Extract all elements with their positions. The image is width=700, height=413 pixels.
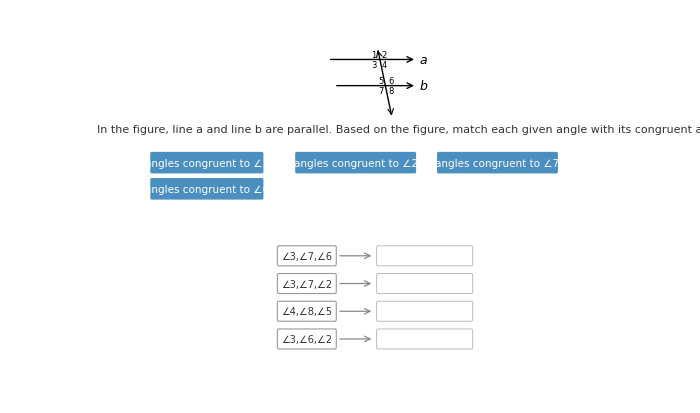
Text: angles congruent to ∠1: angles congruent to ∠1 [145,158,269,168]
Text: b: b [419,80,427,93]
Text: ∠3,∠6,∠2: ∠3,∠6,∠2 [281,334,332,344]
Text: ∠3,∠7,∠2: ∠3,∠7,∠2 [281,279,332,289]
Text: 1: 1 [371,50,377,59]
Text: In the figure, line a and line b are parallel. Based on the figure, match each g: In the figure, line a and line b are par… [97,125,700,135]
FancyBboxPatch shape [277,301,336,321]
Text: ∠4,∠8,∠5: ∠4,∠8,∠5 [281,306,332,316]
FancyBboxPatch shape [277,246,336,266]
FancyBboxPatch shape [277,274,336,294]
FancyBboxPatch shape [437,152,558,174]
Text: a: a [419,54,427,67]
FancyBboxPatch shape [377,329,472,349]
Text: 2: 2 [382,50,386,59]
FancyBboxPatch shape [377,274,472,294]
Text: 8: 8 [389,87,393,96]
FancyBboxPatch shape [150,178,263,200]
Text: angles congruent to ∠6: angles congruent to ∠6 [145,184,269,195]
Text: angles congruent to ∠7: angles congruent to ∠7 [435,158,559,168]
Text: 4: 4 [382,61,386,70]
Text: 7: 7 [378,87,384,96]
Text: 3: 3 [371,61,377,70]
FancyBboxPatch shape [377,301,472,321]
FancyBboxPatch shape [377,246,472,266]
Text: 5: 5 [378,77,384,85]
FancyBboxPatch shape [295,152,416,174]
Text: angles congruent to ∠2: angles congruent to ∠2 [293,158,418,168]
Text: 6: 6 [389,77,393,85]
FancyBboxPatch shape [277,329,336,349]
Text: ∠3,∠7,∠6: ∠3,∠7,∠6 [281,251,332,261]
FancyBboxPatch shape [150,152,263,174]
